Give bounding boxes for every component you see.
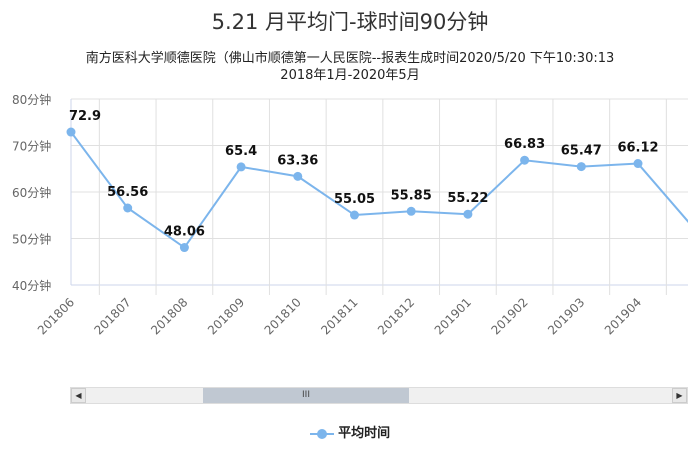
scroll-thumb[interactable]: III [203, 388, 409, 403]
x-tick-label: 201809 [205, 295, 247, 337]
y-tick-label: 50分钟 [12, 232, 51, 247]
legend-label: 平均时间 [338, 426, 391, 441]
y-tick-label: 40分钟 [12, 278, 51, 293]
data-label: 65.4 [225, 144, 257, 159]
x-tick-label: 201807 [92, 295, 134, 337]
series-line [71, 131, 688, 249]
data-label: 55.22 [447, 191, 488, 206]
scroll-left-button[interactable]: ◀ [71, 388, 86, 403]
data-point [123, 203, 133, 213]
data-point [406, 206, 416, 216]
x-tick-label: 201903 [545, 295, 587, 337]
data-label: 65.47 [561, 144, 602, 159]
data-label: 48.06 [164, 225, 205, 240]
data-point [66, 127, 76, 137]
x-tick-label: 201811 [318, 295, 360, 337]
x-tick-label: 201810 [262, 295, 304, 337]
data-point [350, 210, 359, 220]
y-tick-label: 70分钟 [12, 139, 51, 154]
x-tick-label: 201902 [488, 295, 530, 337]
data-point [179, 243, 189, 253]
x-tick-label: 201901 [432, 295, 474, 337]
data-point [236, 162, 246, 172]
data-point [576, 162, 586, 172]
legend-line-icon [309, 428, 334, 439]
x-tick-label: 201812 [375, 295, 417, 337]
scroll-right-button[interactable]: ▶ [672, 388, 687, 403]
chart-subtitle: 南方医科大学顺德医院（佛山市顺德第一人民医院--报表生成时间2020/5/20 … [85, 51, 615, 66]
horizontal-scrollbar[interactable]: ◀ III ▶ [70, 387, 688, 404]
data-point [293, 171, 303, 181]
y-tick-label: 80分钟 [12, 92, 51, 107]
chart-title: 5.21 月平均门-球时间90分钟 [211, 10, 489, 34]
data-point [520, 155, 530, 165]
data-label: 72.9 [69, 109, 101, 124]
line-chart: 40分钟 50分钟 60分钟 70分钟 80分钟 72.9 56.56 48.06 65.4 63… [12, 92, 688, 338]
data-point [633, 159, 643, 169]
x-tick-label: 201904 [602, 295, 644, 337]
data-label: 55.05 [334, 192, 375, 207]
y-tick-label: 60分钟 [12, 185, 51, 200]
legend-item[interactable]: 平均时间 [0, 422, 700, 441]
x-tick-label: 201806 [35, 295, 77, 337]
data-point [463, 209, 473, 219]
data-label: 63.36 [277, 153, 318, 168]
data-label: 56.56 [107, 185, 148, 200]
data-label: 55.85 [391, 188, 432, 203]
x-tick-label: 201808 [148, 295, 190, 337]
chart-date-range: 2018年1月-2020年5月 [280, 68, 420, 83]
data-label: 66.83 [504, 137, 545, 152]
data-label: 66.12 [617, 141, 658, 156]
